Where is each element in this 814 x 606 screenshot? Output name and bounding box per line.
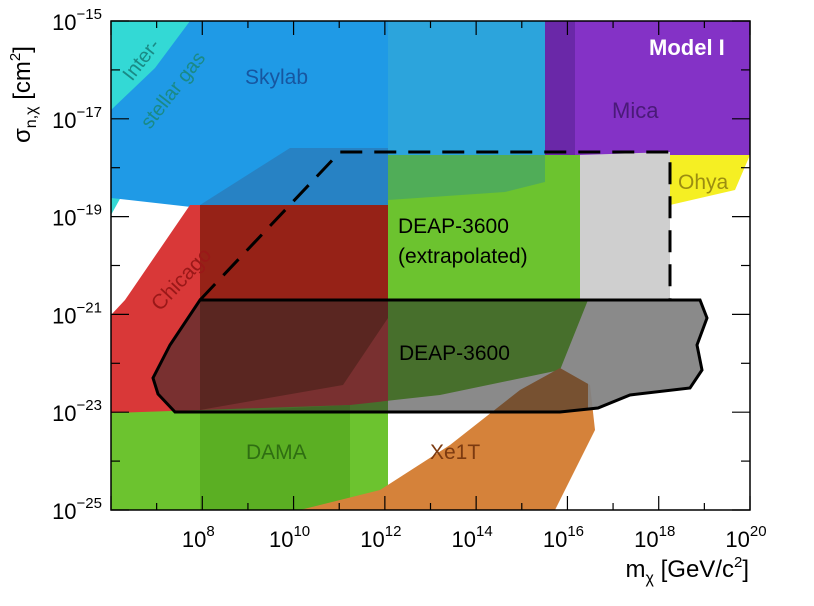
y-tick-label: 10−21	[52, 299, 102, 328]
skylab-label: Skylab	[245, 66, 308, 89]
x-axis-title: mχ [GeV/c2]	[626, 554, 749, 587]
model-label: Model I	[649, 35, 725, 60]
y-tick-label: 10−15	[52, 6, 102, 35]
deap-3600-label: DEAP-3600	[399, 342, 510, 365]
deap-3600-region	[153, 300, 707, 412]
x-tick-label: 1014	[452, 523, 493, 552]
x-tick-label: 1020	[725, 523, 766, 552]
x-tick-label: 1012	[360, 523, 401, 552]
deap-3600-gray-part	[588, 300, 707, 410]
mica-label: Mica	[612, 98, 659, 123]
x-tick-labels: 108 1010 1012 1014 1016 1018 1020	[182, 523, 767, 552]
skylab-chicago-overlap	[200, 148, 388, 205]
dama-label: DAMA	[246, 441, 307, 464]
x-tick-label: 108	[182, 523, 215, 552]
deap-3600-extrapolated-region	[580, 152, 670, 300]
deap-3600-outline	[151, 298, 709, 414]
dama-skylab-overlap	[388, 155, 545, 200]
y-axis-title: σn,χ [cm2]	[7, 46, 40, 143]
dama-dark-band	[200, 405, 350, 510]
y-tick-label: 10−23	[52, 397, 102, 426]
excluded-regions	[111, 21, 750, 510]
x-tick-label: 1016	[543, 523, 584, 552]
y-tick-label: 10−17	[52, 104, 102, 133]
deap-3600-extrapolated-label-line2: (extrapolated)	[398, 245, 528, 268]
y-tick-label: 10−19	[52, 202, 102, 231]
x-tick-label: 1018	[634, 523, 675, 552]
mica-darker-band	[545, 21, 575, 155]
mica-region	[545, 21, 750, 155]
xe1t-label: Xe1T	[430, 441, 480, 464]
y-tick-labels: 10−15 10−17 10−19 10−21 10−23 10−25	[52, 6, 102, 524]
x-tick-label: 1010	[269, 523, 310, 552]
axis-ticks	[110, 20, 751, 511]
ohya-label: Ohya	[678, 171, 729, 194]
deap-3600-extrapolated-label-line1: DEAP-3600	[398, 215, 509, 238]
y-tick-label: 10−25	[52, 495, 102, 524]
